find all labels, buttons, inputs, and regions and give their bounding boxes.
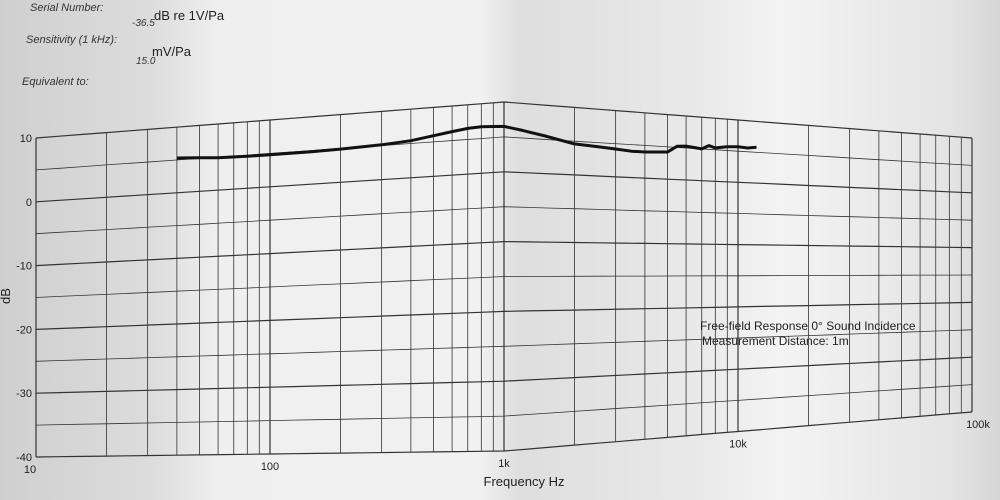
chart-grid	[35, 101, 973, 458]
y-tick-label: 0	[26, 197, 32, 209]
x-tick-label: 10k	[729, 439, 747, 451]
y-tick-label: -30	[16, 388, 32, 400]
y-tick-label: -20	[16, 324, 32, 336]
level-gridline	[35, 240, 973, 267]
y-tick-label: -40	[16, 452, 32, 464]
equivalent-value: 15.0	[136, 56, 156, 67]
level-gridline	[35, 101, 973, 139]
level-gridline	[35, 356, 973, 394]
annotation-line-2: Measurement Distance: 1m	[702, 334, 849, 348]
y-axis-label: dB	[0, 288, 13, 304]
level-gridline	[35, 274, 973, 298]
x-tick-label: 1k	[498, 458, 510, 470]
level-gridline	[35, 301, 973, 330]
serial-number-label: Serial Number:	[30, 2, 104, 14]
y-tick-label: 10	[20, 133, 32, 145]
response-curve	[176, 124, 757, 160]
sensitivity-value: -36.5	[132, 18, 155, 29]
x-tick-label: 100k	[966, 419, 990, 431]
x-axis-label: Frequency Hz	[484, 474, 565, 489]
y-tick-label: -10	[16, 261, 32, 273]
annotation-line-1: Free-field Response 0° Sound Incidence	[700, 319, 916, 333]
level-gridline	[35, 206, 973, 235]
equivalent-unit: mV/Pa	[152, 44, 192, 59]
equivalent-label: Equivalent to:	[22, 76, 89, 88]
level-gridline	[35, 411, 973, 458]
x-tick-label: 100	[261, 461, 279, 473]
sensitivity-label: Sensitivity (1 kHz):	[26, 34, 118, 46]
x-tick-label: 10	[24, 464, 36, 476]
level-gridline	[35, 384, 973, 426]
level-gridline	[35, 171, 973, 203]
level-gridline	[35, 329, 973, 362]
sensitivity-unit: dB re 1V/Pa	[154, 8, 225, 23]
